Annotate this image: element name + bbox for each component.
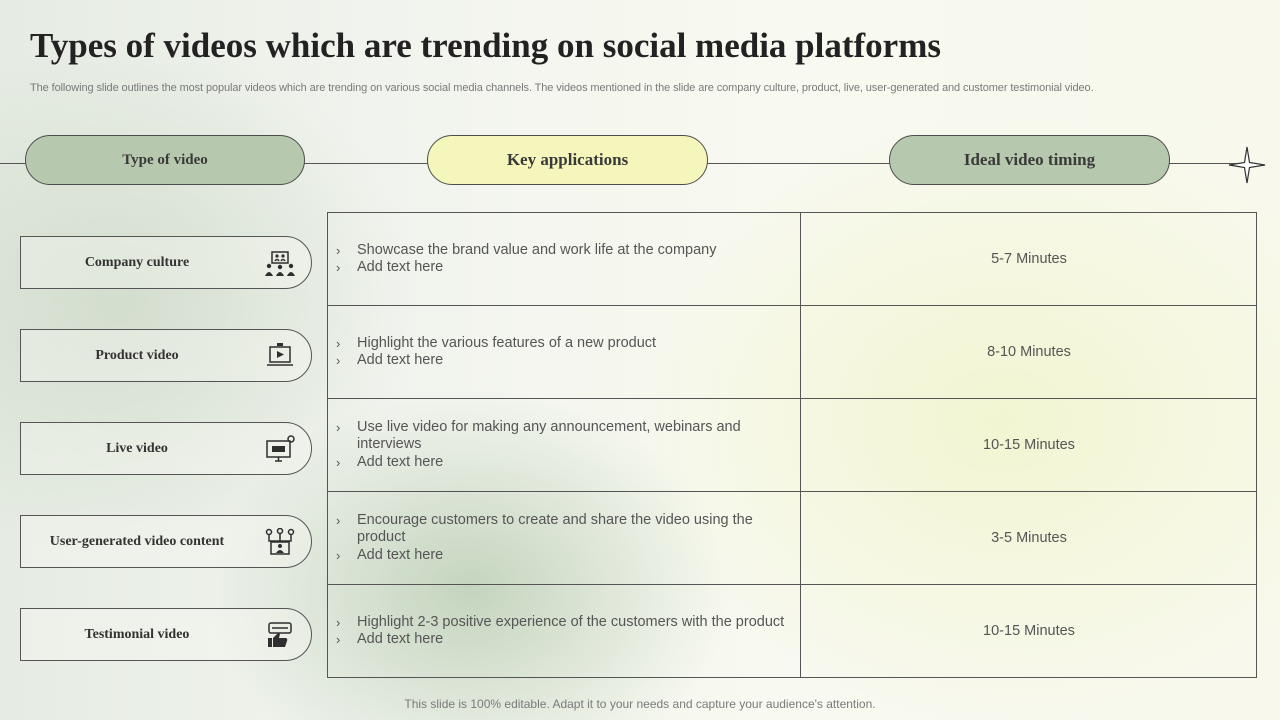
row-label-text: Testimonial video xyxy=(84,626,190,642)
key-applications-cell: › Use live video for making any announcem… xyxy=(336,399,796,491)
row-label-text: User-generated video content xyxy=(49,533,225,549)
row-divider xyxy=(327,491,1257,492)
row-divider xyxy=(327,305,1257,306)
list-item: › Highlight the various features of a new… xyxy=(336,334,657,351)
laptop-video-icon xyxy=(267,343,293,366)
page-title: Types of videos which are trending on so… xyxy=(30,26,941,65)
row-label-testimonial: Testimonial video xyxy=(20,608,312,661)
key-applications-cell: › Encourage customers to create and share… xyxy=(336,492,796,584)
bullet-chevron-icon: › xyxy=(336,419,341,435)
column-divider xyxy=(800,212,801,678)
bullet-chevron-icon: › xyxy=(336,335,341,351)
column-header-ideal-timing: Ideal video timing xyxy=(889,135,1170,185)
live-monitor-icon xyxy=(266,435,295,462)
key-applications-cell: › Showcase the brand value and work life … xyxy=(336,213,796,305)
team-presentation-icon xyxy=(265,251,295,276)
column-header-key-applications: Key applications xyxy=(427,135,708,185)
row-label-text: Company culture xyxy=(84,254,190,270)
sparkle-star-icon xyxy=(1228,146,1266,184)
timing-cell: 3-5 Minutes xyxy=(991,530,1067,546)
page-subtitle: The following slide outlines the most po… xyxy=(30,82,1094,94)
key-applications-cell: › Highlight 2-3 positive experience of th… xyxy=(336,585,796,677)
bullet-chevron-icon: › xyxy=(336,512,341,528)
column-header-type: Type of video xyxy=(25,135,305,185)
row-label-live-video: Live video xyxy=(20,422,312,475)
list-item: › Add text here xyxy=(336,352,444,368)
timing-cell: 10-15 Minutes xyxy=(983,623,1075,639)
applications-table xyxy=(327,212,1257,678)
row-label-company-culture: Company culture xyxy=(20,236,312,289)
list-item: › Add text here xyxy=(336,631,444,647)
row-divider xyxy=(327,398,1257,399)
timing-cell: 8-10 Minutes xyxy=(987,344,1071,360)
user-network-icon xyxy=(265,528,295,555)
thumbs-up-review-icon xyxy=(268,622,292,647)
footer-note: This slide is 100% editable. Adapt it to… xyxy=(404,697,876,711)
row-label-user-generated: User-generated video content xyxy=(20,515,312,568)
row-label-text: Live video xyxy=(106,440,168,456)
timing-cell: 10-15 Minutes xyxy=(983,437,1075,453)
list-item: › Add text here xyxy=(336,453,444,470)
bullet-chevron-icon: › xyxy=(336,242,341,258)
timing-cell: 5-7 Minutes xyxy=(991,251,1067,267)
list-item: › Add text here xyxy=(336,259,444,275)
row-label-text: Product video xyxy=(95,347,179,363)
bullet-chevron-icon: › xyxy=(336,260,341,275)
list-item: › Highlight 2-3 positive experience of th… xyxy=(336,613,785,630)
row-label-product-video: Product video xyxy=(20,329,312,382)
bullet-chevron-icon: › xyxy=(336,614,341,630)
key-applications-cell: › Highlight the various features of a new… xyxy=(336,306,796,398)
bullet-chevron-icon: › xyxy=(336,547,341,563)
row-divider xyxy=(327,584,1257,585)
bullet-chevron-icon: › xyxy=(336,632,341,647)
bullet-chevron-icon: › xyxy=(336,454,341,470)
list-item: › Showcase the brand value and work life … xyxy=(336,241,717,258)
list-item: › Use live video for making any announcem… xyxy=(336,418,741,453)
list-item: › Add text here xyxy=(336,546,444,563)
bullet-chevron-icon: › xyxy=(336,353,341,368)
list-item: › Encourage customers to create and share… xyxy=(336,511,753,546)
